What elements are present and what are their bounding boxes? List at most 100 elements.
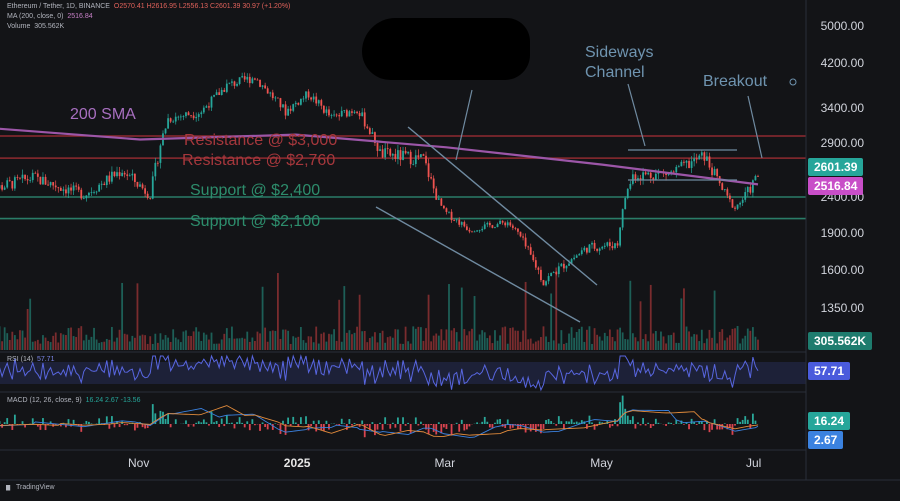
candle-body [218, 92, 221, 96]
macd-hist-bar [225, 415, 228, 424]
candle-body [601, 246, 604, 249]
candle-body [407, 151, 410, 154]
candle-body [744, 192, 747, 200]
volume-bar [700, 329, 703, 350]
macd-hist-bar [174, 419, 177, 424]
macd-hist-bar [54, 424, 57, 426]
symbol-legend[interactable]: Ethereum / Tether, 1D, BINANCE O2570.41 … [7, 3, 290, 10]
arrow-falling [455, 89, 473, 161]
macd-legend[interactable]: MACD (12, 26, close, 9) 16.24 2.67 -13.5… [7, 397, 140, 404]
macd-hist-bar [637, 422, 639, 424]
volume-bar [88, 339, 90, 350]
macd-hist-bar [85, 420, 88, 424]
macd-hist-bar [680, 420, 683, 424]
macd-hist-bar [200, 422, 203, 424]
macd-hist-bar [442, 424, 445, 428]
macd-hist-bar [47, 424, 49, 425]
volume-bar [105, 338, 108, 350]
candle-body [325, 109, 328, 113]
macd-hist-bar [409, 424, 412, 433]
candle-body [739, 202, 742, 205]
volume-bar [637, 341, 639, 350]
volume-bar [422, 340, 425, 350]
macd-layer [0, 395, 759, 438]
volume-bar [603, 332, 606, 350]
volume-bar [601, 340, 604, 350]
macd-hist-bar [716, 424, 719, 430]
volume-bar [111, 326, 113, 350]
volume-bar [420, 327, 422, 350]
volume-bar [287, 330, 290, 350]
volume-bar [220, 339, 223, 350]
volume-bar [509, 328, 512, 350]
volume-bar [246, 331, 249, 350]
candle-body [236, 83, 238, 86]
candle-body [131, 173, 134, 176]
volume-bar [70, 327, 72, 350]
candle-body [435, 188, 438, 200]
breakout-marker [789, 78, 797, 86]
candle-body [190, 115, 192, 117]
rsi-legend[interactable]: RSI (14) 57.71 [7, 356, 54, 363]
candle-body [287, 108, 290, 116]
volume-legend[interactable]: Volume 305.562K [7, 23, 64, 30]
macd-hist-bar [734, 424, 736, 426]
candle-body [105, 175, 108, 186]
volume-bar [213, 343, 215, 350]
tradingview-branding[interactable]: TradingView [6, 484, 55, 491]
macd-hist-bar [634, 424, 637, 429]
candle-body [652, 177, 655, 181]
macd-hist-bar [591, 422, 593, 424]
candle-body [389, 149, 392, 156]
candle-body [264, 85, 267, 89]
macd-hist-bar [683, 424, 685, 425]
volume-bar [231, 326, 233, 350]
macd-hist-bar [529, 424, 532, 432]
candle-body [586, 247, 588, 253]
macd-hist-bar [688, 424, 690, 430]
volume-bar [376, 342, 379, 350]
candle-body [75, 185, 78, 187]
candle-body [70, 187, 72, 191]
candle-body [187, 112, 190, 116]
volume-bar [3, 327, 6, 350]
candle-body [711, 167, 713, 176]
candle-body [243, 76, 246, 80]
candle-body [440, 198, 443, 206]
volume-bar [208, 339, 210, 350]
volume-bar [580, 326, 583, 350]
volume-bar [374, 332, 376, 350]
volume-bar [514, 330, 517, 350]
candle-body [683, 161, 685, 163]
candle-body [680, 161, 683, 167]
volume-bar [133, 337, 136, 350]
arrow-breakout [747, 95, 763, 159]
macd-hist-bar [335, 424, 338, 425]
volume-bar [351, 334, 353, 350]
candle-body [757, 176, 759, 177]
volume-bar [164, 335, 167, 350]
volume-bar [49, 342, 52, 350]
candle-body [409, 151, 412, 165]
macd-hist-bar [310, 424, 312, 427]
volume-bar [621, 332, 624, 350]
volume-bar [190, 336, 192, 350]
candle-body [65, 189, 67, 194]
candle-body [596, 248, 599, 251]
candle-body [394, 153, 397, 159]
volume-bar [185, 330, 187, 350]
ma200-line [0, 127, 759, 186]
volume-bar [455, 332, 458, 350]
candle-body [210, 96, 213, 108]
ma-legend[interactable]: MA (200, close, 0) 2516.84 [7, 13, 93, 20]
candle-body [159, 145, 162, 163]
volume-bar [271, 330, 274, 350]
volume-bar [442, 340, 445, 350]
y-tick-label: 4200.00 [820, 56, 864, 70]
candle-body [399, 150, 402, 160]
volume-bar [703, 343, 706, 350]
volume-bar [563, 343, 565, 350]
macd-hist-bar [397, 417, 399, 424]
candle-body [233, 81, 236, 86]
